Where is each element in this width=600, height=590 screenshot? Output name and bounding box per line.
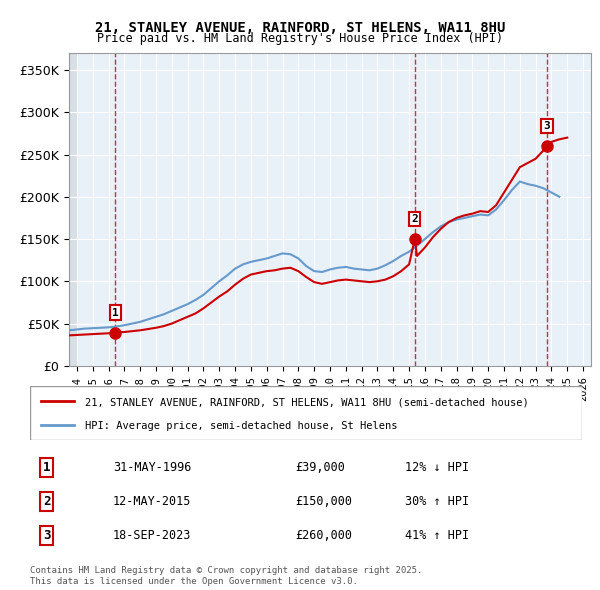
Text: Contains HM Land Registry data © Crown copyright and database right 2025.
This d: Contains HM Land Registry data © Crown c… bbox=[30, 566, 422, 586]
Text: HPI: Average price, semi-detached house, St Helens: HPI: Average price, semi-detached house,… bbox=[85, 421, 398, 431]
Bar bbox=[69, 53, 77, 366]
Text: £150,000: £150,000 bbox=[295, 495, 352, 508]
Text: 31-MAY-1996: 31-MAY-1996 bbox=[113, 461, 191, 474]
Text: 12-MAY-2015: 12-MAY-2015 bbox=[113, 495, 191, 508]
Text: 12% ↓ HPI: 12% ↓ HPI bbox=[406, 461, 469, 474]
Text: 30% ↑ HPI: 30% ↑ HPI bbox=[406, 495, 469, 508]
Text: 2: 2 bbox=[43, 495, 50, 508]
Text: 1: 1 bbox=[112, 307, 119, 317]
Text: 21, STANLEY AVENUE, RAINFORD, ST HELENS, WA11 8HU (semi-detached house): 21, STANLEY AVENUE, RAINFORD, ST HELENS,… bbox=[85, 398, 529, 407]
Text: 2: 2 bbox=[412, 214, 418, 224]
FancyBboxPatch shape bbox=[30, 386, 582, 440]
Text: 3: 3 bbox=[43, 529, 50, 542]
Text: 41% ↑ HPI: 41% ↑ HPI bbox=[406, 529, 469, 542]
Text: 21, STANLEY AVENUE, RAINFORD, ST HELENS, WA11 8HU: 21, STANLEY AVENUE, RAINFORD, ST HELENS,… bbox=[95, 21, 505, 35]
Text: 3: 3 bbox=[544, 121, 550, 131]
Text: 1: 1 bbox=[43, 461, 50, 474]
Text: £260,000: £260,000 bbox=[295, 529, 352, 542]
Text: 18-SEP-2023: 18-SEP-2023 bbox=[113, 529, 191, 542]
Text: Price paid vs. HM Land Registry's House Price Index (HPI): Price paid vs. HM Land Registry's House … bbox=[97, 32, 503, 45]
Text: £39,000: £39,000 bbox=[295, 461, 345, 474]
